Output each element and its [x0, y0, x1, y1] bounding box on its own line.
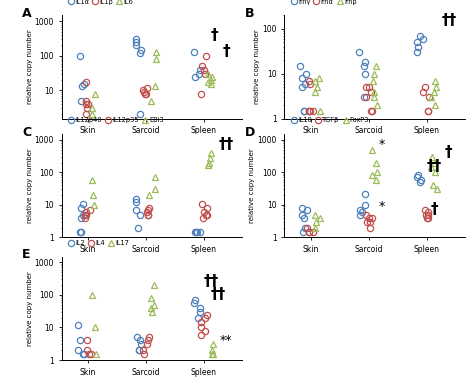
Legend: IL1α, IL1β, IL6: IL1α, IL1β, IL6	[65, 0, 136, 7]
Text: ††: ††	[219, 137, 234, 152]
Text: A: A	[22, 7, 32, 20]
Y-axis label: relative copy number: relative copy number	[249, 148, 255, 223]
Text: C: C	[22, 126, 31, 139]
Text: †: †	[222, 44, 230, 59]
Legend: IL2, IL4, IL17: IL2, IL4, IL17	[65, 237, 132, 249]
Y-axis label: relative copy number: relative copy number	[27, 148, 33, 223]
Text: *: *	[378, 138, 384, 151]
Text: ††: ††	[427, 159, 442, 174]
Text: ††: ††	[211, 287, 226, 303]
Legend: Ifnγ, Ifnα, Ifnβ: Ifnγ, Ifnα, Ifnβ	[288, 0, 359, 7]
Text: ††: ††	[204, 275, 219, 290]
Legend: IL12p40, IL12p35, EBi3: IL12p40, IL12p35, EBi3	[65, 115, 166, 126]
Y-axis label: relative copy number: relative copy number	[27, 271, 33, 346]
Legend: IL10, TGFβ, FoxP3: IL10, TGFβ, FoxP3	[288, 115, 372, 126]
Y-axis label: relative copy number: relative copy number	[254, 29, 260, 105]
Text: †: †	[210, 28, 218, 43]
Text: ††: ††	[441, 13, 456, 28]
Text: **: **	[220, 334, 232, 347]
Text: *: *	[378, 200, 384, 213]
Text: B: B	[245, 7, 254, 20]
Text: D: D	[245, 126, 255, 139]
Text: E: E	[22, 248, 30, 261]
Text: †: †	[430, 203, 438, 218]
Y-axis label: relative copy number: relative copy number	[27, 29, 33, 105]
Text: †: †	[445, 145, 453, 160]
